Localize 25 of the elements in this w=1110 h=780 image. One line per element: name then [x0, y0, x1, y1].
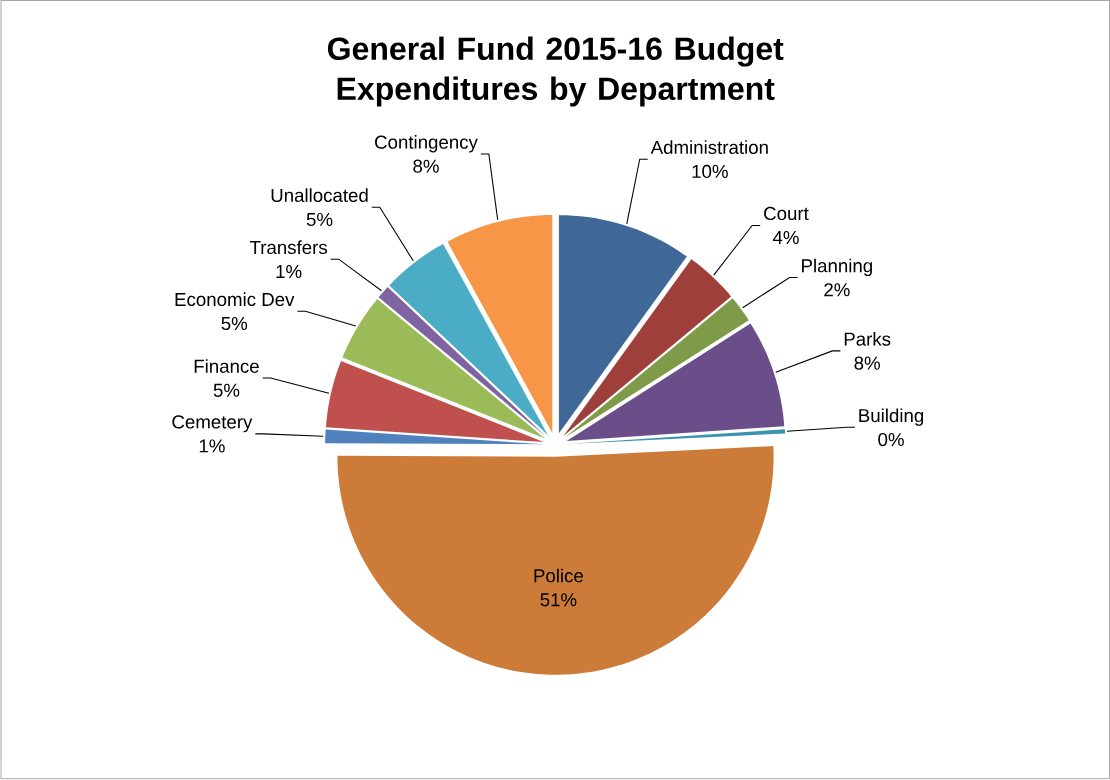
- chart-title: General Fund 2015-16 Budget Expenditures by Department: [327, 36, 784, 107]
- slice-label: Building: [859, 408, 924, 426]
- data-label: 0%: [878, 433, 904, 447]
- slice-label: Court: [764, 206, 809, 221]
- data-label: 1%: [276, 265, 302, 279]
- data-label: 5%: [221, 317, 248, 331]
- slice-label: Finance: [194, 359, 259, 373]
- data-label: 2%: [824, 283, 850, 297]
- data-label: 51%: [540, 593, 577, 607]
- slice-label: Administration: [650, 140, 768, 155]
- slice-label: Planning: [802, 258, 872, 277]
- data-label: 5%: [306, 212, 333, 227]
- slice-label: Police: [534, 568, 583, 583]
- slice-label: Parks: [844, 332, 891, 346]
- data-label: 1%: [199, 439, 225, 453]
- slice-label: Economic Dev: [175, 292, 295, 307]
- data-label: 10%: [692, 164, 728, 179]
- slice-label: Cemetery: [172, 415, 253, 433]
- data-label: 8%: [854, 356, 880, 370]
- data-label: 5%: [213, 383, 240, 397]
- slice-label: Contingency: [375, 135, 478, 153]
- data-label: 4%: [772, 231, 799, 245]
- data-label: 8%: [413, 159, 439, 173]
- slice-label: Transfers: [249, 240, 328, 255]
- slice-label: Unallocated: [271, 188, 368, 203]
